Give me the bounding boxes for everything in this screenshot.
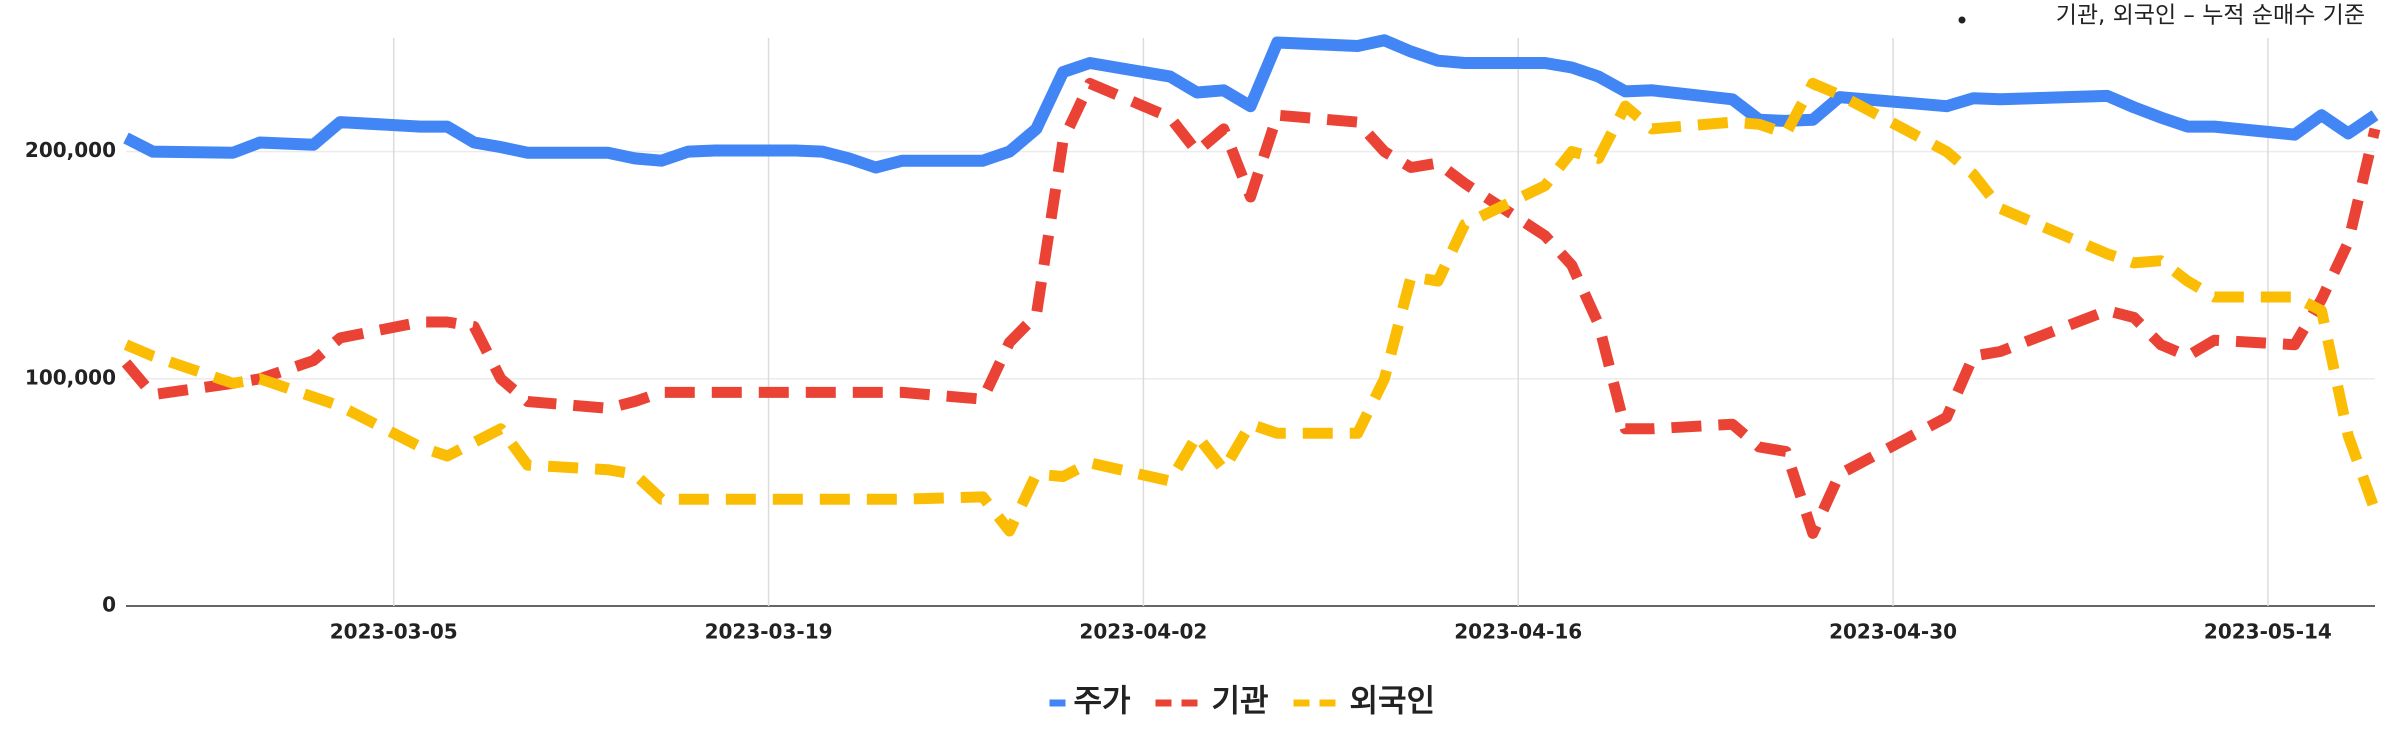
x-tick-label: 2023-04-02 [1079,620,1207,644]
series-line [121,77,2381,539]
legend-label: 외국인 [1350,684,1436,720]
x-tick-label: 2023-03-19 [705,620,833,644]
x-tick-label: 2023-04-30 [1829,620,1957,644]
y-tick-label: 0 [102,593,116,617]
y-tick-label: 200,000 [25,138,116,162]
x-tick-label: 2023-03-05 [330,620,458,644]
note-bullet [1958,16,1966,24]
y-tick-label: 100,000 [25,365,116,389]
series-line [123,34,2379,174]
x-tick-label: 2023-05-14 [2204,620,2332,644]
legend-label: 기관 [1212,684,1269,720]
series-line [123,77,2381,537]
x-tick-label: 2023-04-16 [1454,620,1582,644]
legend-label: 주가 [1074,684,1132,720]
note: 기관, 외국인 – 누적 순매수 기준 [2056,3,2365,29]
